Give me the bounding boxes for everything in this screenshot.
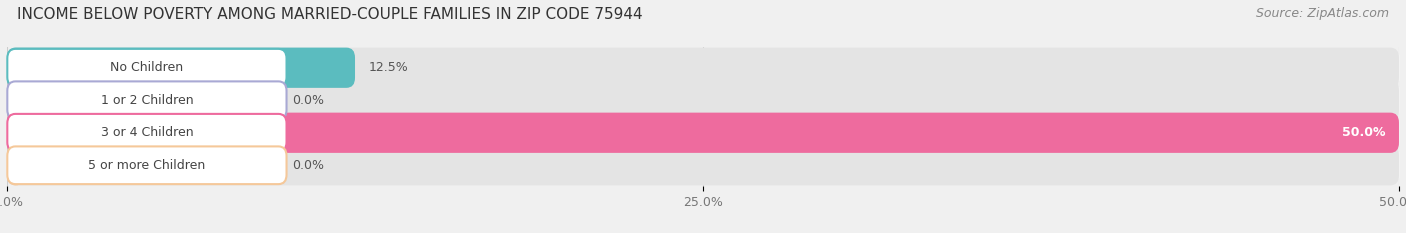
Text: 50.0%: 50.0% (1341, 126, 1385, 139)
FancyBboxPatch shape (7, 48, 354, 88)
FancyBboxPatch shape (7, 81, 287, 119)
FancyBboxPatch shape (7, 114, 287, 152)
FancyBboxPatch shape (7, 146, 287, 184)
Text: 1 or 2 Children: 1 or 2 Children (101, 94, 193, 107)
FancyBboxPatch shape (7, 48, 1399, 88)
FancyBboxPatch shape (7, 152, 1399, 179)
FancyBboxPatch shape (7, 120, 1399, 146)
Text: Source: ZipAtlas.com: Source: ZipAtlas.com (1256, 7, 1389, 20)
FancyBboxPatch shape (7, 87, 1399, 113)
Text: No Children: No Children (110, 61, 183, 74)
Text: INCOME BELOW POVERTY AMONG MARRIED-COUPLE FAMILIES IN ZIP CODE 75944: INCOME BELOW POVERTY AMONG MARRIED-COUPL… (17, 7, 643, 22)
Text: 0.0%: 0.0% (292, 94, 325, 107)
FancyBboxPatch shape (7, 113, 1399, 153)
Text: 3 or 4 Children: 3 or 4 Children (101, 126, 193, 139)
FancyBboxPatch shape (7, 54, 1399, 81)
Text: 0.0%: 0.0% (292, 159, 325, 172)
FancyBboxPatch shape (7, 145, 24, 185)
Text: 5 or more Children: 5 or more Children (89, 159, 205, 172)
FancyBboxPatch shape (7, 49, 287, 87)
FancyBboxPatch shape (7, 145, 1399, 185)
FancyBboxPatch shape (7, 80, 1399, 120)
Text: 12.5%: 12.5% (368, 61, 409, 74)
FancyBboxPatch shape (7, 113, 1399, 153)
FancyBboxPatch shape (7, 80, 24, 120)
